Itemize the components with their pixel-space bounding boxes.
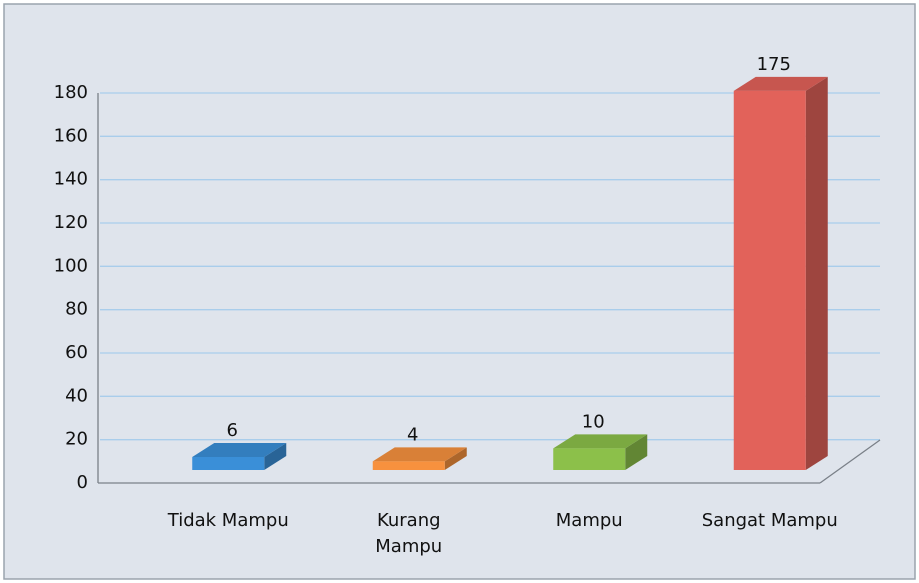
y-tick-label: 120 <box>54 212 88 233</box>
value-label: 4 <box>407 424 418 445</box>
y-tick-label: 60 <box>65 342 88 363</box>
value-label: 175 <box>757 54 791 75</box>
bar-side <box>264 443 287 470</box>
x-tick-label: Kurang Mampu <box>375 510 443 557</box>
bar <box>553 448 626 470</box>
bar-top <box>733 76 828 91</box>
x-tick-label: Sangat Mampu <box>701 510 838 531</box>
value-label: 10 <box>582 411 605 432</box>
y-tick-label: 140 <box>54 169 88 190</box>
y-tick-label: 100 <box>54 255 88 276</box>
x-tick-label: Tidak Mampu <box>167 510 289 531</box>
bar-top <box>553 434 648 449</box>
bar-top <box>192 443 287 457</box>
y-tick-label: 40 <box>65 385 88 406</box>
bar <box>733 90 806 470</box>
x-tick-label: Mampu <box>555 510 623 531</box>
bar-top <box>372 447 467 462</box>
y-tick-label: 180 <box>54 82 88 103</box>
bar <box>192 457 265 470</box>
bar-side <box>625 434 648 470</box>
value-label: 6 <box>227 420 238 441</box>
bar-side <box>444 447 467 470</box>
y-tick-label: 20 <box>65 429 88 450</box>
y-tick-label: 80 <box>65 299 88 320</box>
floor-edge <box>819 439 881 484</box>
y-tick-label: 0 <box>77 472 88 493</box>
y-tick-label: 160 <box>54 125 88 146</box>
bar-side <box>805 76 828 470</box>
bar <box>372 461 445 470</box>
